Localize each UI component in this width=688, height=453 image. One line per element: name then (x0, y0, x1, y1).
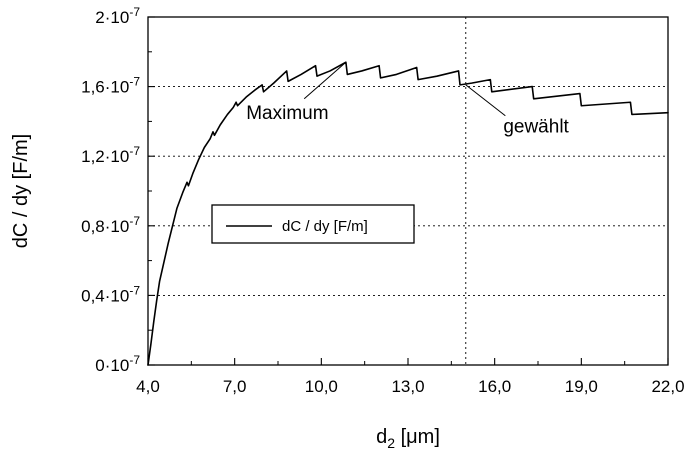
x-tick-label-3: 13,0 (391, 377, 424, 396)
series-line-0 (147, 61, 669, 366)
y-axis-title: dC / dy [F/m] (10, 134, 32, 248)
x-tick-label-2: 10,0 (305, 377, 338, 396)
x-tick-label-0: 4,0 (136, 377, 160, 396)
plot-area-frame (147, 16, 669, 366)
annotation-label-0: Maximum (246, 103, 328, 124)
x-tick-label-5: 19,0 (565, 377, 598, 396)
annotation-leader-1 (465, 84, 506, 117)
y-tick-label-5: 2·10-7 (95, 5, 140, 27)
x-axis-ticks: 4,0 7,0 10,0 13,0 16,0 19,0 22,0 (136, 358, 685, 396)
x-tick-label-1: 7,0 (223, 377, 247, 396)
grid-lines (148, 17, 668, 365)
y-tick-label-4: 1,6·10-7 (81, 75, 140, 97)
legend-box (211, 204, 415, 244)
legend: dC / dy [F/m] (211, 204, 415, 244)
series-group (147, 61, 669, 366)
y-tick-label-1: 0,4·10-7 (81, 283, 140, 305)
y-tick-label-2: 0,8·10-7 (81, 214, 140, 236)
x-axis-title: d2 [μm] (376, 426, 440, 451)
y-tick-label-3: 1,2·10-7 (81, 144, 140, 166)
annotation-label-1: gewählt (503, 117, 569, 138)
annotation-leader-0 (303, 61, 347, 100)
annotations: Maximum gewählt (246, 61, 570, 138)
x-tick-label-4: 16,0 (478, 377, 511, 396)
y-axis-ticks: 0·10-7 0,4·10-7 0,8·10-7 1,2·10-7 1,6·10-7 2·… (81, 5, 155, 375)
x-tick-label-6: 22,0 (651, 377, 684, 396)
legend-label: dC / dy [F/m] (282, 218, 368, 235)
y-tick-label-0: 0·10-7 (95, 353, 140, 375)
